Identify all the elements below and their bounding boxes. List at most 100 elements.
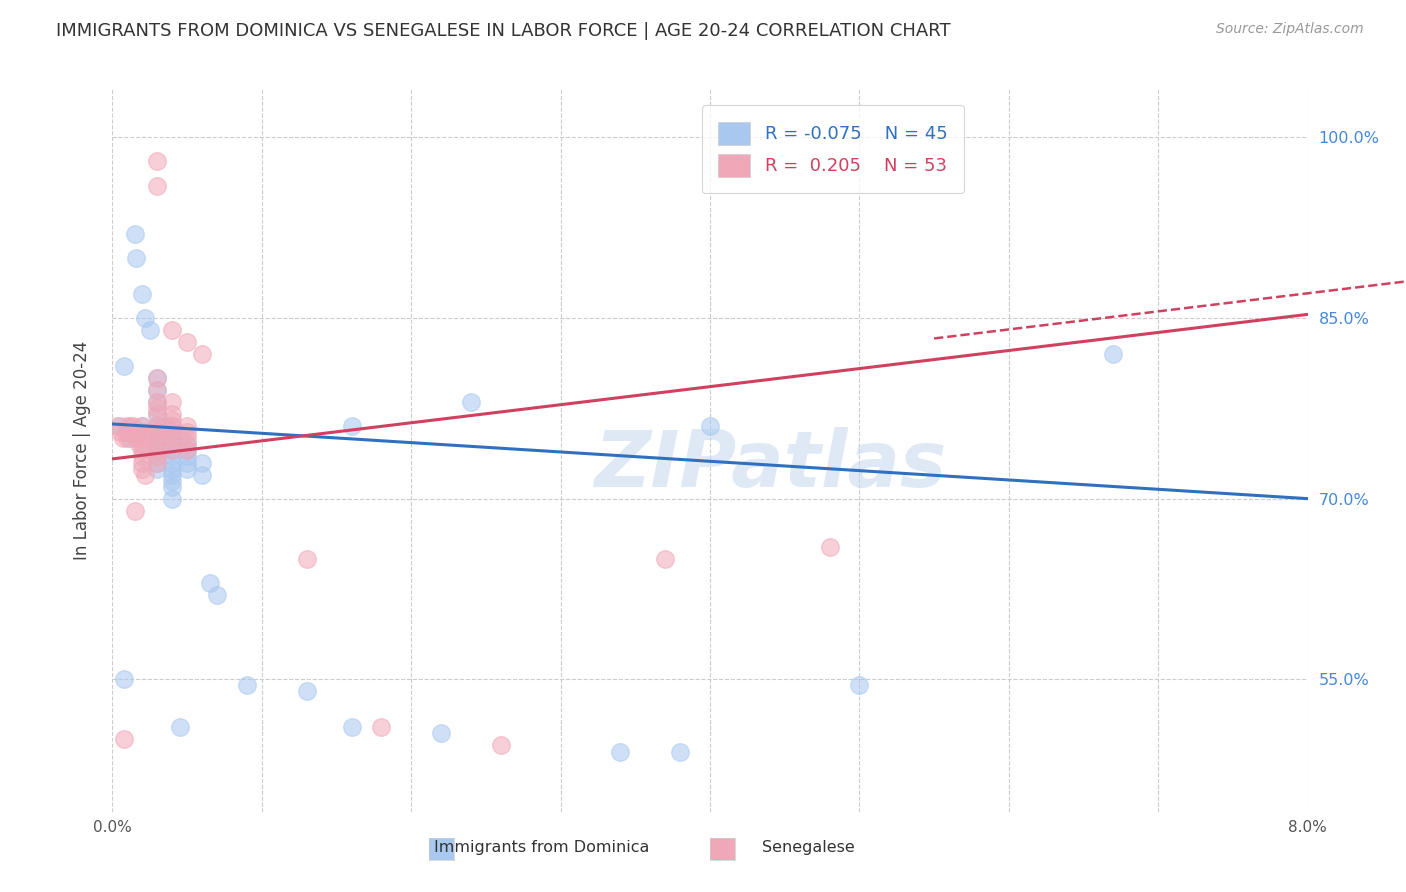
Point: [162, 480, 183, 494]
Point: [176, 437, 198, 451]
Point: [191, 467, 214, 482]
Point: [370, 721, 392, 735]
Point: [134, 467, 156, 482]
Text: IMMIGRANTS FROM DOMINICA VS SENEGALESE IN LABOR FORCE | AGE 20-24 CORRELATION CH: IMMIGRANTS FROM DOMINICA VS SENEGALESE I…: [56, 22, 950, 40]
Point: [139, 425, 162, 440]
Point: [295, 551, 318, 566]
Point: [340, 419, 363, 434]
Point: [124, 425, 146, 440]
Point: [134, 311, 156, 326]
Text: Senegalese: Senegalese: [762, 839, 855, 855]
Point: [120, 419, 142, 434]
Point: [162, 395, 183, 409]
Point: [128, 437, 150, 451]
Text: ZIPatlas: ZIPatlas: [593, 427, 946, 503]
Point: [146, 371, 169, 385]
Point: [146, 384, 169, 398]
Point: [146, 443, 169, 458]
Point: [162, 432, 183, 446]
Point: [205, 588, 228, 602]
Point: [176, 443, 198, 458]
Point: [146, 450, 169, 464]
Legend: R = -0.075    N = 45, R =  0.205    N = 53: R = -0.075 N = 45, R = 0.205 N = 53: [702, 105, 965, 194]
Point: [699, 419, 721, 434]
Text: Immigrants from Dominica: Immigrants from Dominica: [433, 839, 650, 855]
Point: [125, 432, 148, 446]
Point: [236, 678, 259, 692]
Point: [146, 395, 169, 409]
Point: [146, 461, 169, 475]
Point: [146, 443, 169, 458]
Point: [114, 673, 135, 687]
Text: Source: ZipAtlas.com: Source: ZipAtlas.com: [1216, 22, 1364, 37]
Point: [124, 227, 146, 241]
Point: [153, 419, 176, 434]
Point: [146, 154, 169, 169]
Point: [162, 419, 183, 434]
Point: [146, 437, 169, 451]
Point: [176, 335, 198, 350]
Point: [117, 432, 139, 446]
Point: [146, 384, 169, 398]
Point: [131, 432, 153, 446]
Point: [281, 829, 304, 843]
Point: [162, 437, 183, 451]
Point: [146, 371, 169, 385]
Point: [117, 425, 139, 440]
Point: [162, 450, 183, 464]
Point: [108, 425, 131, 440]
Point: [198, 576, 221, 591]
Point: [131, 456, 153, 470]
Point: [176, 419, 198, 434]
Point: [176, 437, 198, 451]
Point: [108, 419, 131, 434]
Y-axis label: In Labor Force | Age 20-24: In Labor Force | Age 20-24: [73, 341, 91, 560]
Point: [146, 437, 169, 451]
Point: [609, 745, 631, 759]
Point: [146, 432, 169, 446]
Point: [114, 359, 135, 373]
Point: [131, 443, 153, 458]
Point: [162, 437, 183, 451]
Point: [146, 419, 169, 434]
Point: [430, 726, 453, 740]
Point: [139, 323, 162, 337]
Point: [818, 540, 841, 554]
Point: [146, 407, 169, 422]
Point: [146, 456, 169, 470]
Point: [176, 461, 198, 475]
Point: [162, 461, 183, 475]
Point: [146, 395, 169, 409]
Point: [131, 419, 153, 434]
Point: [146, 456, 169, 470]
Point: [162, 419, 183, 434]
Point: [131, 425, 153, 440]
Point: [131, 450, 153, 464]
Point: [146, 407, 169, 422]
Point: [162, 323, 183, 337]
Point: [120, 432, 142, 446]
Point: [176, 425, 198, 440]
Point: [146, 450, 169, 464]
Point: [191, 347, 214, 361]
Point: [176, 443, 198, 458]
Point: [162, 443, 183, 458]
Point: [162, 443, 183, 458]
Point: [1102, 347, 1125, 361]
Point: [169, 432, 191, 446]
Point: [162, 491, 183, 506]
Point: [162, 413, 183, 427]
Point: [460, 395, 482, 409]
Point: [176, 432, 198, 446]
Point: [125, 251, 148, 265]
Point: [122, 419, 145, 434]
Point: [146, 425, 169, 440]
Point: [131, 461, 153, 475]
Point: [153, 419, 176, 434]
Point: [191, 456, 214, 470]
Point: [162, 432, 183, 446]
Point: [146, 432, 169, 446]
Point: [117, 419, 139, 434]
Point: [176, 456, 198, 470]
Point: [848, 678, 870, 692]
